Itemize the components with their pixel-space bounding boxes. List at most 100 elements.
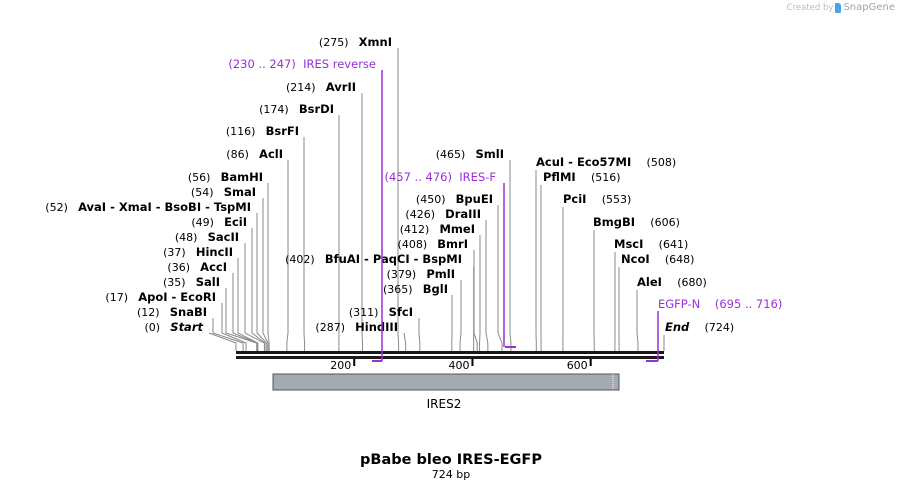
site-position: (311) [349,306,379,319]
enzyme-name: AleI [637,275,662,289]
enzyme-name: BfuAI - PaqCI - BspMI [325,252,462,266]
enzyme-name: AclI [259,147,283,161]
credit-brand: SnapGene [843,2,895,13]
tick-mark [353,359,356,366]
site-position: (214) [286,81,316,94]
primer-label[interactable]: EGFP-N (695 .. 716) [658,297,782,311]
enzyme-name: AvaI - XmaI - BsoBI - TspMI [78,200,251,214]
site-position: (606) [650,216,680,229]
primer-label[interactable]: (230 .. 247) IRES reverse [228,57,376,71]
backbone-top-strand[interactable] [236,351,664,354]
site-label[interactable]: MscI (641) [614,233,688,252]
site-position: (36) [167,261,190,274]
credit-prefix: Created by [786,2,834,13]
enzyme-name: SmaI [224,185,256,199]
site-leaders [208,48,665,351]
backbone-bottom-strand[interactable] [236,356,664,359]
primer-name: IRES-F [459,170,496,184]
site-label[interactable]: End (724) [665,316,734,335]
ruler-ticks: 200 400 600 [330,359,592,372]
site-leader-line [267,183,270,351]
site-position: (275) [319,36,349,49]
map-title: pBabe bleo IRES-EGFP [360,452,542,468]
site-leader-line [473,250,478,351]
feature-label[interactable]: IRES2 [427,397,462,411]
site-label[interactable]: (36) AccI [167,256,227,275]
site-label[interactable]: (450) BpuEI [416,188,493,207]
enzyme-name: BmrI [437,237,468,251]
feature-bar-ires2[interactable] [272,373,620,391]
site-position: (86) [226,148,249,161]
site-label[interactable]: (56) BamHI [188,166,263,185]
enzyme-name: BsrFI [266,124,299,138]
site-label[interactable]: (426) DraIII [405,203,481,222]
site-leader-line [485,220,489,351]
enzyme-name: AvrII [326,80,356,94]
site-label[interactable]: (408) BmrI [398,233,468,252]
dna-backbone[interactable] [236,351,664,359]
enzyme-name: End [665,320,690,334]
site-position: (174) [259,103,289,116]
site-label[interactable]: (275) XmnI [319,31,392,50]
site-position: (37) [163,246,186,259]
site-position: (287) [315,321,345,334]
primer-name: EGFP-N [658,297,700,311]
site-label[interactable]: PflMI (516) [543,166,621,185]
site-label[interactable]: (412) MmeI [400,218,475,237]
site-label[interactable]: (48) SacII [175,226,239,245]
site-label[interactable]: (311) SfcI [349,301,413,320]
enzyme-name: DraIII [445,207,481,221]
site-leader-line [403,332,407,351]
site-label[interactable]: (116) BsrFI [226,120,299,139]
enzyme-name: NcoI [621,252,650,266]
site-label[interactable]: (0) Start [145,316,204,335]
primer-range: (695 .. 716) [715,297,783,311]
enzyme-name: PflMI [543,170,576,184]
site-label[interactable]: AcuI - Eco57MI (508) [536,151,676,170]
site-label[interactable]: NcoI (648) [621,248,694,267]
primer-range: (230 .. 247) [228,57,296,71]
site-position: (516) [591,171,621,184]
features: IRES2 [272,373,620,411]
site-leader-line [636,290,639,351]
site-leader-line [256,213,268,351]
site-label[interactable]: (174) BsrDI [259,98,334,117]
site-leader-line [244,243,265,351]
enzyme-name: ApoI - EcoRI [138,290,216,304]
site-leader-line [397,48,400,351]
primer-label[interactable]: (457 .. 476) IRES-F [384,170,496,184]
site-label[interactable]: (12) SnaBI [137,301,207,320]
site-label[interactable]: (402) BfuAI - PaqCI - BspMI [285,248,462,267]
site-leader-line [459,280,462,351]
enzyme-name: BamHI [221,170,263,184]
site-label[interactable]: (379) PmlI [387,263,455,282]
tick-label: 200 [330,359,351,372]
site-label[interactable]: (287) HindIII [315,316,398,335]
site-label[interactable]: (54) SmaI [191,181,256,200]
site-label[interactable]: (37) HincII [163,241,233,260]
site-label[interactable]: (35) SalI [163,271,220,290]
enzyme-name: SmlI [476,147,505,161]
enzyme-name: Start [170,320,203,334]
site-label[interactable]: PciI (553) [563,188,631,207]
enzyme-name: MmeI [439,222,475,236]
site-label[interactable]: (52) AvaI - XmaI - BsoBI - TspMI [45,196,251,215]
site-label[interactable]: (49) EciI [191,211,247,230]
site-label[interactable]: AleI (680) [637,271,707,290]
site-position: (12) [137,306,160,319]
site-label[interactable]: (465) SmlI [436,143,504,162]
site-label[interactable]: (365) BglI [383,278,448,297]
site-position: (365) [383,283,413,296]
snapgene-credit: Created by SnapGene [787,2,895,13]
site-position: (49) [191,216,214,229]
site-label[interactable]: BmgBI (606) [593,211,680,230]
enzyme-name: BpuEI [456,192,493,206]
site-label[interactable]: (214) AvrII [286,76,356,95]
enzyme-name: XmnI [359,35,392,49]
enzyme-name: HindIII [355,320,398,334]
tick-label: 400 [448,359,469,372]
site-position: (724) [705,321,735,334]
site-label[interactable]: (86) AclI [226,143,283,162]
site-label[interactable]: (17) ApoI - EcoRI [105,286,216,305]
